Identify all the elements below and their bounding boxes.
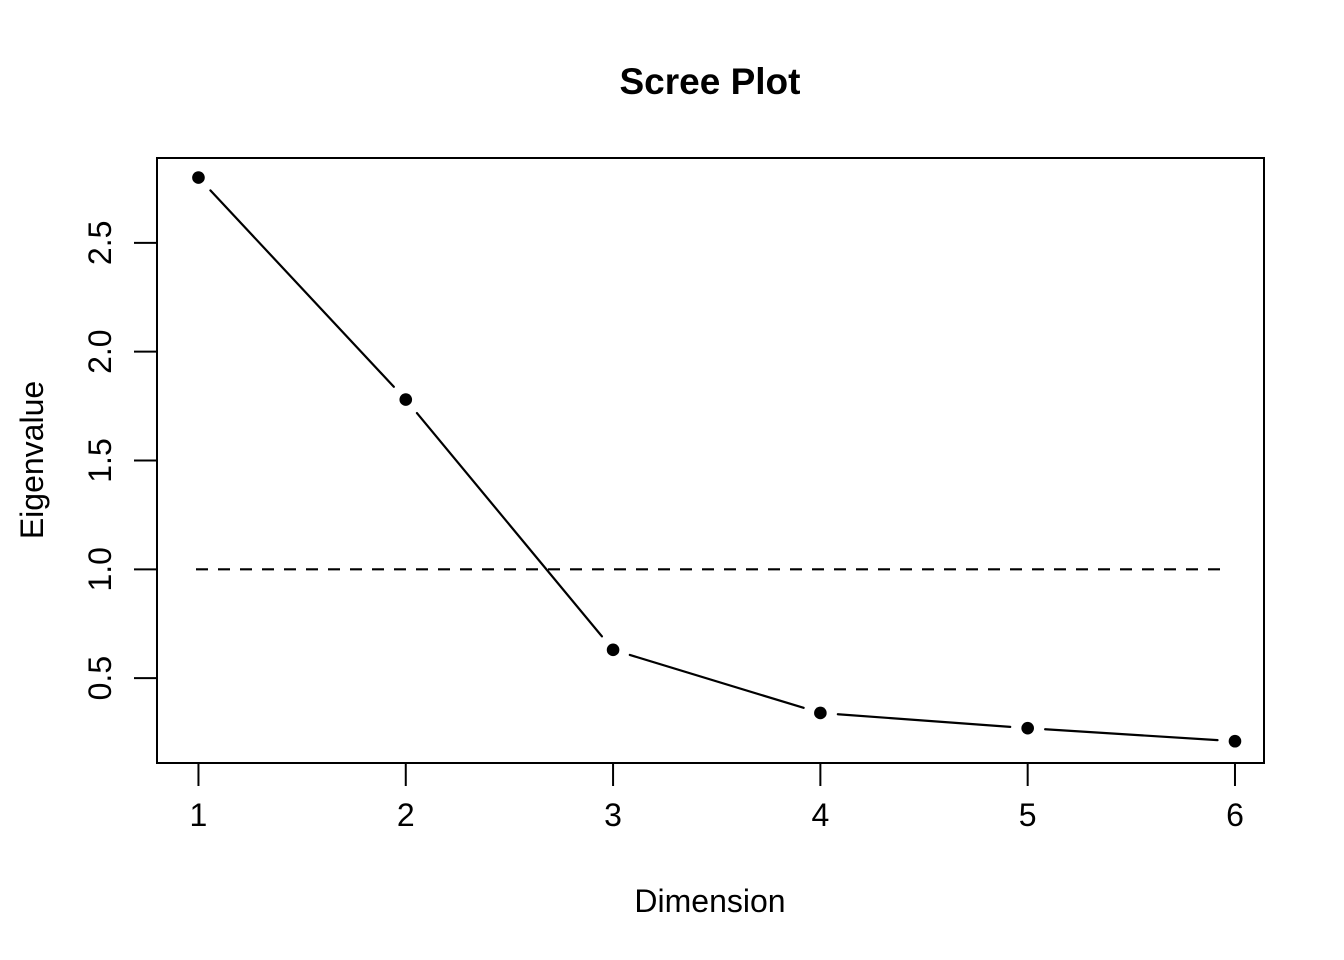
y-tick-label: 2.0 [82, 329, 118, 373]
y-axis-label: Eigenvalue [14, 381, 50, 539]
x-tick-label: 4 [811, 797, 829, 833]
plot-box [156, 157, 1265, 764]
series-line-segment [836, 713, 1012, 728]
x-tick-label: 2 [397, 797, 415, 833]
y-tick-label: 2.5 [82, 221, 118, 265]
y-tick-label: 1.5 [82, 438, 118, 482]
data-point [606, 643, 620, 657]
chart-title: Scree Plot [620, 61, 801, 102]
data-point [399, 393, 413, 406]
data-point [192, 171, 205, 184]
series-line-segment [1044, 728, 1219, 742]
series-line-segment [628, 653, 805, 709]
data-point [1228, 734, 1242, 748]
x-tick-label: 5 [1019, 797, 1037, 833]
data-point [1021, 721, 1034, 735]
series-line-segment [415, 411, 604, 638]
x-tick-label: 3 [604, 797, 622, 833]
x-axis-label: Dimension [634, 883, 785, 919]
y-tick-label: 1.0 [82, 547, 118, 591]
x-tick-label: 1 [190, 797, 208, 833]
data-point [814, 706, 827, 720]
series-line-segment [209, 189, 395, 388]
x-tick-label: 6 [1226, 797, 1244, 833]
y-tick-label: 0.5 [82, 656, 118, 700]
